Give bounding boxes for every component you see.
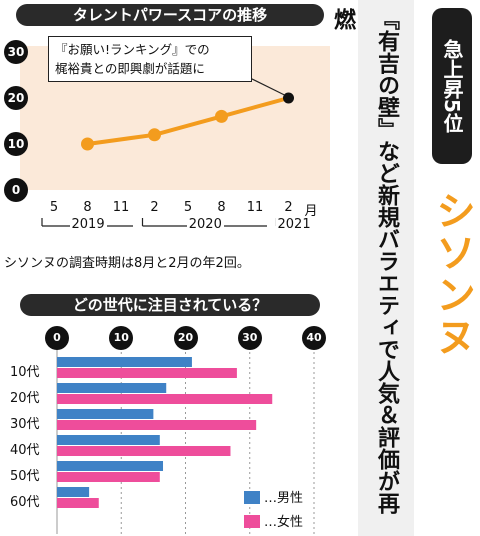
x-tick-label: 2 bbox=[284, 200, 293, 215]
male-bar bbox=[57, 409, 154, 419]
y-tick-label: 10 bbox=[4, 132, 28, 156]
chart-annotation: 『お願い!ランキング』での 梶裕貴との即興劇が話題に bbox=[48, 36, 252, 82]
survey-note: シソンヌの調査時期は8月と2月の年2回。 bbox=[4, 256, 250, 271]
x-tick-label: 10 bbox=[109, 326, 134, 350]
y-tick-label: 30 bbox=[4, 40, 28, 64]
x-tick-label: 11 bbox=[112, 200, 130, 215]
annotation-line-1: 『お願い!ランキング』での bbox=[55, 42, 210, 57]
x-tick-label: 11 bbox=[246, 200, 264, 215]
year-label: 2020 bbox=[186, 217, 224, 232]
data-point bbox=[81, 137, 94, 151]
male-bar bbox=[57, 357, 192, 367]
male-bar bbox=[57, 461, 164, 471]
legend-female-label: …女性 bbox=[264, 515, 304, 530]
x-tick-label: 8 bbox=[83, 200, 92, 215]
legend-female: …女性 bbox=[244, 511, 303, 530]
generation-title: どの世代に注目されている？ bbox=[20, 294, 320, 316]
month-unit-label: 月 bbox=[304, 204, 318, 219]
generation-panel: どの世代に注目されている？ 0 10 20 30 40 10代 20代 30代 40代 50代 60… bbox=[0, 294, 340, 536]
headline-background bbox=[358, 0, 414, 536]
y-tick-label: 20 bbox=[4, 86, 28, 110]
age-label: 40代 bbox=[10, 443, 40, 458]
annotation-pointer bbox=[249, 77, 285, 96]
year-label: 2019 bbox=[69, 217, 107, 232]
x-tick-label: 2 bbox=[150, 200, 159, 215]
score-trend-panel: タレントパワースコアの推移 『お願い!ランキング』での 梶裕貴との即興劇が話題に… bbox=[0, 0, 340, 292]
female-bar bbox=[57, 472, 160, 482]
legend-male-label: …男性 bbox=[264, 491, 304, 506]
female-bar bbox=[57, 420, 257, 430]
score-line bbox=[87, 96, 290, 146]
female-bar bbox=[57, 446, 231, 456]
x-tick-label: 5 bbox=[49, 200, 59, 215]
legend-male: …男性 bbox=[244, 487, 303, 506]
x-tick-label: 8 bbox=[217, 200, 226, 215]
x-tick-label: 20 bbox=[173, 326, 198, 350]
x-tick-label: 0 bbox=[45, 326, 69, 350]
data-point bbox=[215, 109, 228, 123]
year-label: 2021 bbox=[275, 217, 313, 232]
headline: 『有吉の壁』など新規バラエティで人気＆評価が再燃 bbox=[330, 8, 399, 514]
male-bar bbox=[57, 435, 160, 445]
age-label: 60代 bbox=[10, 495, 40, 510]
female-bar bbox=[57, 368, 237, 378]
annotation-line-2: 梶裕貴との即興劇が話題に bbox=[55, 61, 205, 76]
data-point bbox=[283, 92, 294, 104]
score-trend-title: タレントパワースコアの推移 bbox=[16, 4, 324, 26]
age-label: 50代 bbox=[10, 469, 40, 484]
age-label: 30代 bbox=[10, 417, 40, 432]
rank-badge: 急上昇5位 bbox=[432, 8, 472, 164]
x-tick-label: 40 bbox=[302, 326, 326, 350]
male-bar bbox=[57, 383, 167, 393]
x-tick-label: 5 bbox=[183, 200, 193, 215]
y-tick-label: 0 bbox=[4, 178, 28, 202]
data-point bbox=[148, 128, 161, 142]
female-bar bbox=[57, 394, 273, 404]
age-label: 20代 bbox=[10, 391, 40, 406]
male-swatch bbox=[244, 491, 260, 504]
age-label: 10代 bbox=[10, 365, 40, 380]
female-bar bbox=[57, 498, 99, 508]
female-swatch bbox=[244, 515, 260, 528]
talent-name: シソンヌ bbox=[429, 190, 475, 358]
male-bar bbox=[57, 487, 90, 497]
x-tick-label: 30 bbox=[237, 326, 262, 350]
